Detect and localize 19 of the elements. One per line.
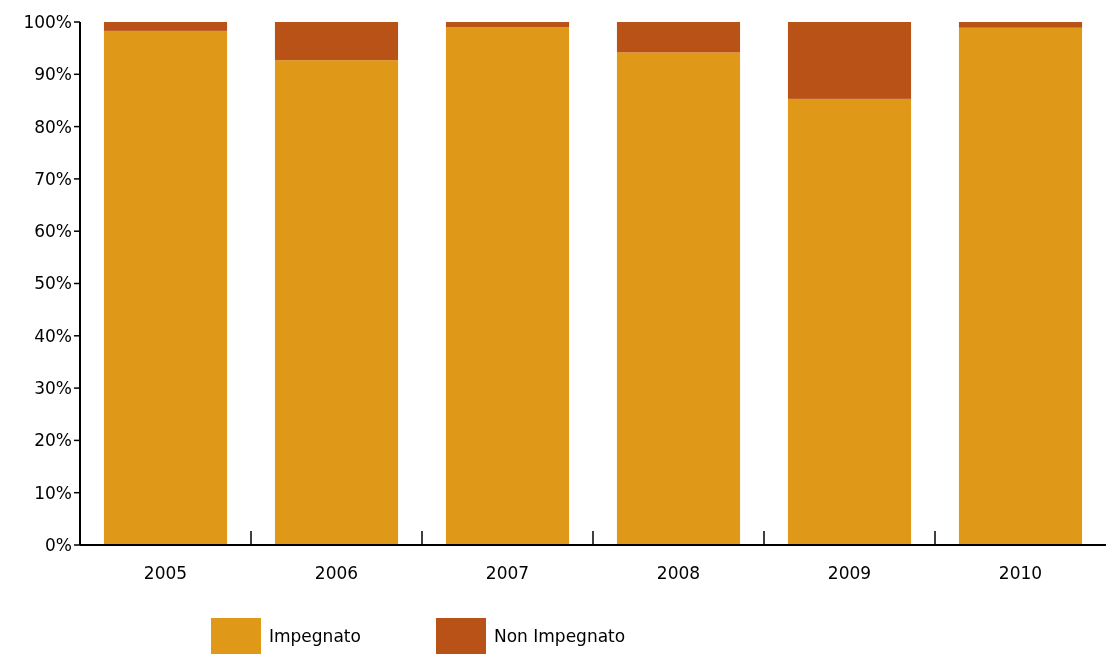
legend-label: Impegnato xyxy=(269,626,361,646)
x-tick-label: 2007 xyxy=(485,563,530,583)
y-tick-label: 60% xyxy=(34,221,72,242)
y-tick-label: 20% xyxy=(34,430,72,451)
x-tick-label: 2010 xyxy=(998,563,1043,583)
legend-label: Non Impegnato xyxy=(494,626,626,646)
x-tick-label: 2005 xyxy=(143,563,188,583)
y-tick-label: 70% xyxy=(34,168,72,189)
x-tick-label: 2008 xyxy=(656,563,701,583)
y-tick-label: 0% xyxy=(45,534,72,555)
y-tick-label: 40% xyxy=(34,325,72,346)
y-tick-label: 90% xyxy=(34,64,72,85)
y-tick-label: 100% xyxy=(23,11,72,32)
y-tick-label: 10% xyxy=(34,482,72,503)
y-tick-label: 50% xyxy=(34,273,72,294)
x-tick-label: 2006 xyxy=(314,563,359,583)
y-tick-label: 80% xyxy=(34,116,72,137)
x-tick-label: 2009 xyxy=(827,563,872,583)
y-tick-label: 30% xyxy=(34,378,72,399)
